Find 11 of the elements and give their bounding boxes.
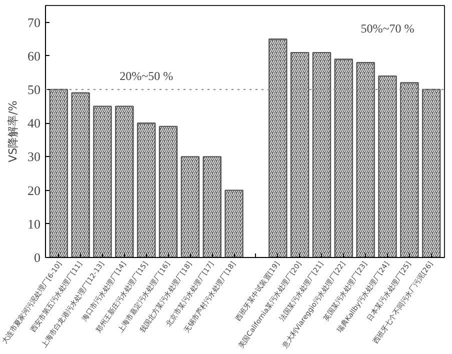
annotation: 20%~50 % bbox=[120, 68, 174, 83]
y-tick-label: 50 bbox=[28, 82, 40, 97]
y-tick-label: 40 bbox=[28, 116, 40, 131]
y-tick-label: 60 bbox=[28, 48, 40, 64]
y-tick-label: 20 bbox=[28, 182, 40, 198]
y-axis-title: VS降解率/% bbox=[6, 100, 20, 162]
y-tick-label: 10 bbox=[28, 216, 40, 232]
y-tick-label: 70 bbox=[28, 14, 40, 30]
y-tick-label: 0 bbox=[34, 250, 40, 265]
annotation: 50%~70 % bbox=[360, 22, 414, 36]
y-tick-label: 30 bbox=[28, 149, 40, 164]
